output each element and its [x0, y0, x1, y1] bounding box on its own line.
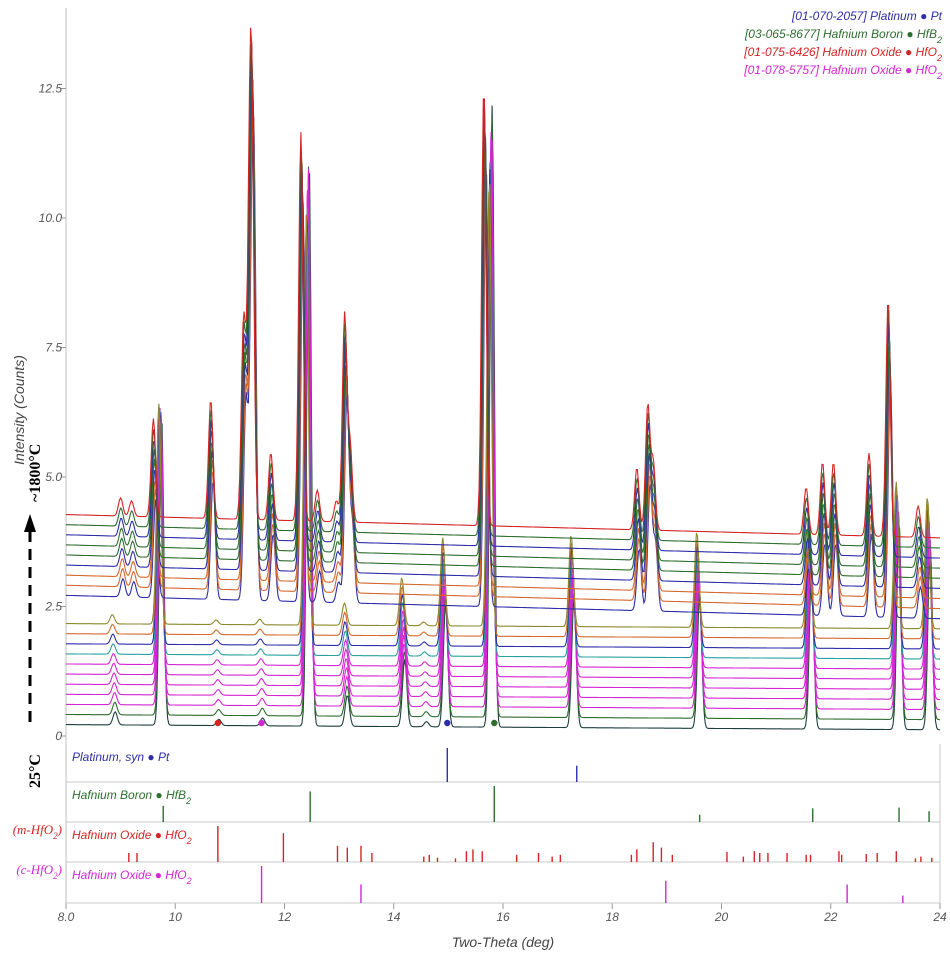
scan-series-line [66, 137, 940, 711]
y-tick-label: 5.0 [45, 470, 62, 484]
scan-series-line [66, 27, 941, 539]
y-tick-label: 2.5 [44, 600, 62, 614]
y-axis-title: Intensity (Counts) [11, 355, 27, 465]
temperature-arrow-head [24, 514, 36, 532]
x-tick-label: 22 [823, 910, 838, 924]
y-tick-label: 0 [55, 729, 62, 743]
temperature-arrow [24, 514, 36, 722]
scan-series-line [66, 137, 940, 690]
reference-phase-prefix: (c-HfO2) [16, 862, 62, 881]
phase-marker-dot [444, 719, 451, 727]
scan-series-line [66, 111, 941, 620]
scan-series-line [66, 95, 941, 610]
x-tick-label: 8.0 [58, 910, 75, 924]
y-tick-label: 7.5 [45, 341, 62, 355]
scan-series-line [66, 44, 941, 559]
scan-series-line [66, 164, 940, 670]
scan-series-line [66, 162, 940, 660]
x-tick-label: 18 [606, 910, 620, 924]
scan-series-line [66, 41, 941, 549]
scan-series-group [66, 27, 941, 731]
scan-series-line [66, 69, 941, 579]
reference-panel-label: Hafnium Oxide ● HfO2 [72, 828, 192, 846]
reference-phase-prefix: (m-HfO2) [13, 822, 62, 841]
scan-series-line [66, 84, 941, 600]
x-axis-title: Two-Theta (deg) [452, 934, 554, 950]
scan-series-line [66, 132, 940, 701]
x-tick-label: 12 [278, 910, 292, 924]
x-tick-label: 10 [169, 910, 183, 924]
x-tick-label: 16 [496, 910, 510, 924]
legend-entry: [01-075-6426] Hafnium Oxide ● HfO2 [743, 45, 942, 63]
y-tick-label: 10.0 [39, 211, 63, 225]
reference-panel-label: Hafnium Oxide ● HfO2 [72, 868, 192, 886]
temperature-low-label: 25°C [27, 754, 44, 788]
y-ticks: 0 2.5 5.0 7.5 10.0 12.5 [39, 82, 66, 743]
scan-series-line [66, 105, 941, 731]
scan-series-line [66, 169, 940, 650]
temperature-high-label: ~1800°C [27, 444, 44, 502]
scan-series-line [66, 79, 941, 589]
reference-panel-label: Platinum, syn ● Pt [72, 750, 170, 764]
phase-marker-dot [214, 719, 222, 727]
phase-marker-dots [214, 719, 498, 727]
legend-entry: [03-065-8677] Hafnium Boron ● HfB2 [744, 27, 942, 45]
y-tick-label: 12.5 [39, 82, 63, 96]
x-ticks: 8.0 10 12 14 16 18 20 22 24 [58, 903, 947, 924]
scan-series-line [66, 118, 941, 721]
legend-entry: [01-078-5757] Hafnium Oxide ● HfO2 [743, 63, 942, 81]
x-tick-label: 24 [932, 910, 947, 924]
scan-series-line [66, 191, 940, 630]
phase-marker-dot [491, 719, 498, 727]
legend: [01-070-2057] Platinum ● Pt [03-065-8677]… [743, 9, 942, 81]
reference-panels: Platinum, syn ● Pt Hafnium Boron ● HfB2 Ha… [13, 744, 941, 904]
scan-series-line [66, 54, 941, 569]
x-tick-label: 14 [387, 910, 401, 924]
scan-series-line [66, 184, 940, 640]
reference-panel-label: Hafnium Boron ● HfB2 [72, 788, 191, 806]
phase-marker-dot [258, 719, 265, 727]
x-tick-label: 20 [714, 910, 729, 924]
scan-series-line [66, 151, 940, 680]
legend-entry: [01-070-2057] Platinum ● Pt [791, 9, 943, 23]
